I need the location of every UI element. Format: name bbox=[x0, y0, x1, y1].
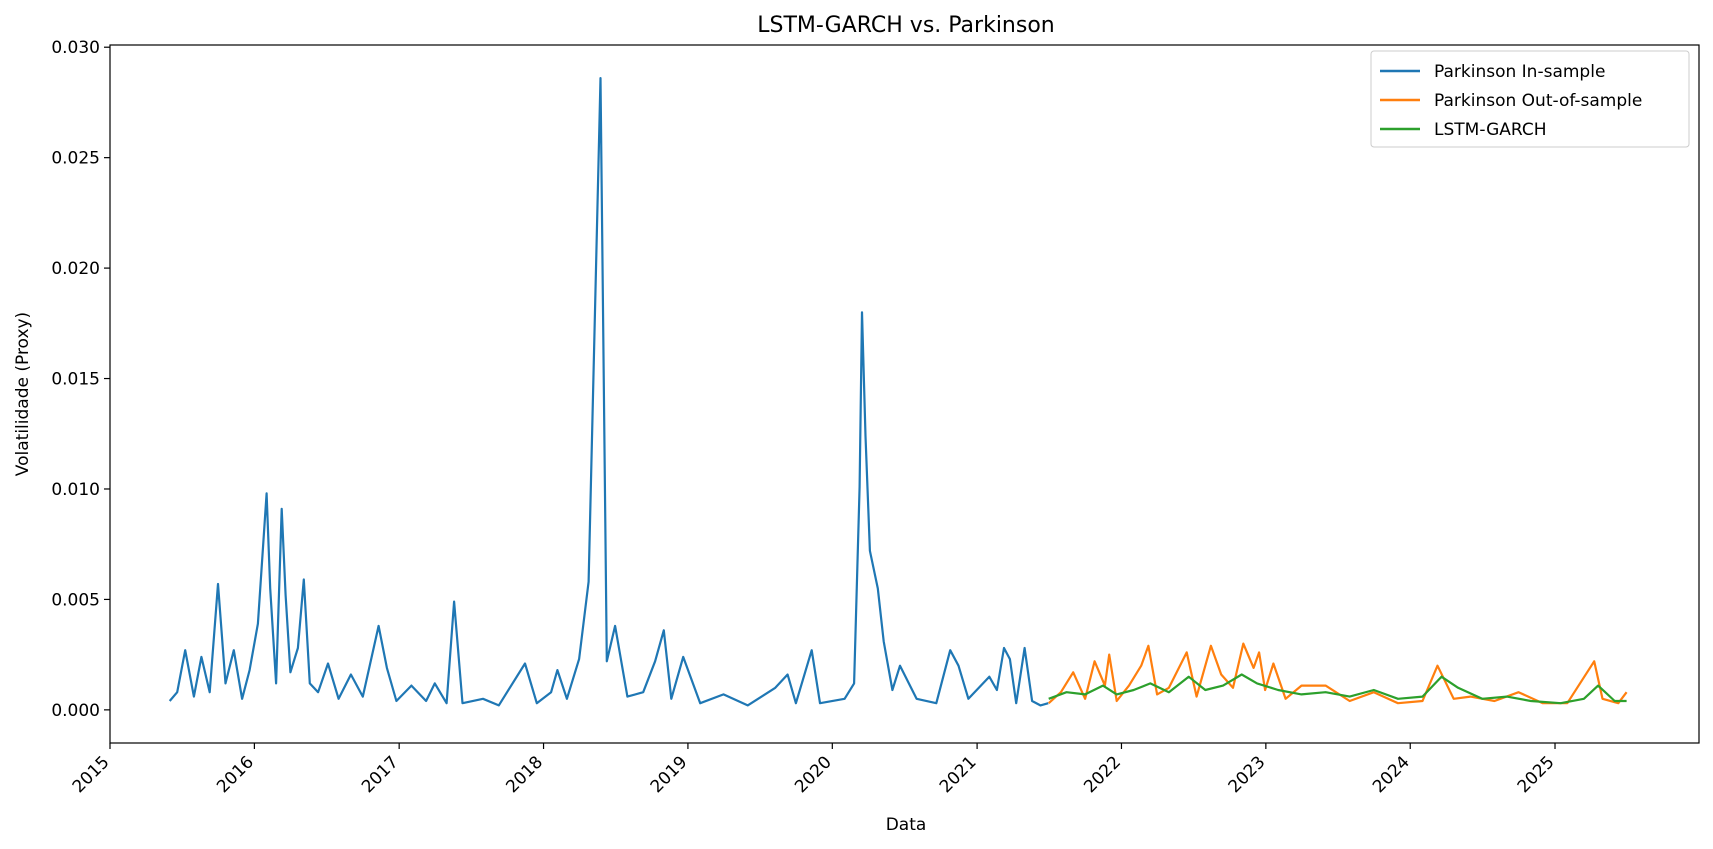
y-axis-label: Volatilidade (Proxy) bbox=[13, 312, 33, 476]
plot-series bbox=[168, 76, 1628, 707]
y-tick-label: 0.015 bbox=[51, 370, 100, 390]
y-tick-label: 0.030 bbox=[51, 38, 100, 58]
x-axis-label: Data bbox=[886, 815, 927, 835]
legend-box bbox=[1370, 50, 1690, 148]
chart-title: LSTM-GARCH vs. Parkinson bbox=[757, 13, 1055, 38]
legend-label-2: LSTM-GARCH bbox=[1434, 120, 1547, 140]
y-tick-label: 0.005 bbox=[51, 590, 100, 610]
plot-frame bbox=[109, 44, 1700, 744]
y-tick-label: 0.010 bbox=[51, 480, 100, 500]
legend-label-1: Parkinson Out-of-sample bbox=[1434, 91, 1642, 111]
series-line-0 bbox=[168, 76, 1049, 707]
y-tick-label: 0.025 bbox=[51, 149, 100, 169]
legend: Parkinson In-sample Parkinson Out-of-samp… bbox=[1370, 50, 1690, 148]
legend-label-0: Parkinson In-sample bbox=[1434, 62, 1605, 82]
y-tick-label: 0.000 bbox=[51, 701, 100, 721]
series-line-2 bbox=[1048, 673, 1627, 705]
y-tick-label: 0.020 bbox=[51, 259, 100, 279]
y-axis: 0.000 0.005 0.010 0.015 0.020 0.025 0.030 bbox=[51, 38, 110, 721]
